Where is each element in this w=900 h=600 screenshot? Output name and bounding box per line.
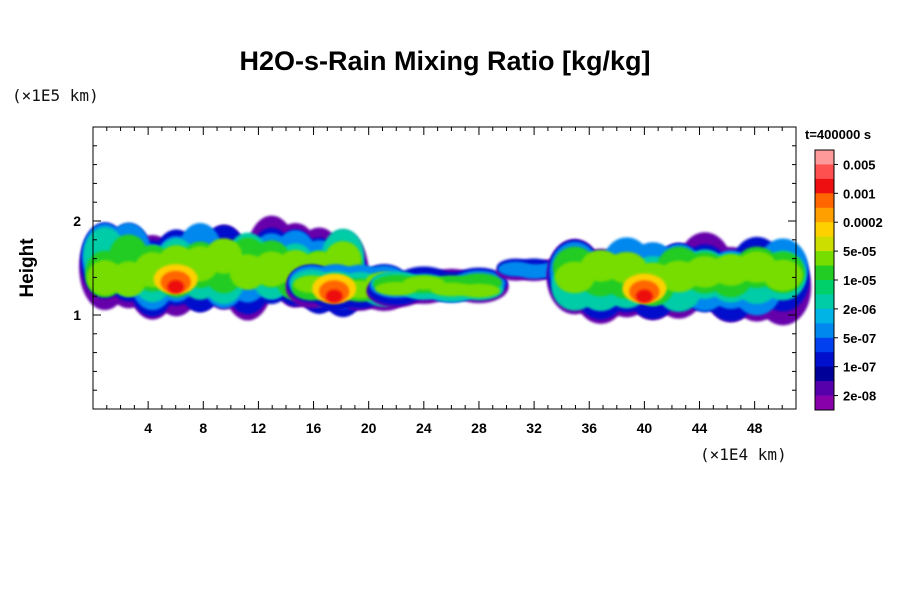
colorbar-swatch	[815, 381, 834, 397]
x-axis-unit: (×1E4 km)	[700, 445, 787, 464]
colorbar-label: 0.005	[843, 157, 876, 172]
plot-frame	[92, 126, 797, 410]
colorbar-swatch	[815, 164, 834, 180]
x-tick-label: 40	[637, 420, 653, 436]
colorbar-swatch	[815, 222, 834, 238]
y-tick-label: 1	[73, 307, 81, 323]
colorbar-swatch	[815, 251, 834, 267]
colorbar-swatch	[815, 236, 834, 252]
mixing-ratio-field	[79, 215, 812, 326]
colorbar-label: 5e-05	[843, 244, 876, 259]
colorbar-swatch	[815, 294, 834, 310]
x-tick-label: 24	[416, 420, 432, 436]
colorbar-label: 1e-05	[843, 273, 876, 288]
colorbar-swatch	[815, 280, 834, 295]
colorbar-swatch	[815, 178, 834, 194]
x-tick-label: 20	[361, 420, 377, 436]
y-axis-unit: (×1E5 km)	[12, 86, 99, 105]
x-tick-label: 28	[471, 420, 487, 436]
colorbar-swatch	[815, 366, 834, 382]
colorbar-swatch	[815, 150, 834, 165]
colorbar: 0.005 0.001 0.0002 5e-05 1e-05 2e-06 5e-07 1e-0…	[814, 149, 883, 411]
x-tick-label: 32	[526, 420, 542, 436]
x-tick-label: 4	[144, 420, 152, 436]
time-label: t=400000 s	[805, 127, 872, 142]
field-cell	[763, 259, 803, 292]
colorbar-swatch	[815, 323, 834, 339]
colorbar-label: 2e-06	[843, 302, 876, 317]
colorbar-label: 0.001	[843, 186, 876, 201]
colorbar-swatch	[815, 193, 834, 209]
x-tick-label: 44	[692, 420, 708, 436]
field-cell	[325, 289, 343, 303]
y-tick-label: 2	[73, 213, 81, 229]
colorbar-swatch	[815, 337, 834, 353]
chart-title: H2O-s-Rain Mixing Ratio [kg/kg]	[239, 46, 651, 76]
colorbar-label: 1e-07	[843, 360, 876, 375]
colorbar-label: 0.0002	[843, 215, 883, 230]
x-tick-label: 8	[199, 420, 207, 436]
colorbar-swatch	[815, 308, 834, 324]
colorbar-label: 2e-08	[843, 389, 876, 404]
x-tick-label: 16	[306, 420, 322, 436]
field-cell	[457, 283, 501, 298]
colorbar-swatch	[815, 352, 834, 368]
colorbar-swatch	[815, 395, 834, 411]
field-cell	[167, 280, 184, 294]
field-cell	[636, 289, 653, 303]
x-tick-label: 12	[251, 420, 267, 436]
x-tick-label: 36	[581, 420, 597, 436]
colorbar-label: 5e-07	[843, 331, 876, 346]
colorbar-swatch	[815, 207, 834, 223]
colorbar-swatch	[815, 265, 834, 281]
x-tick-label: 48	[747, 420, 763, 436]
